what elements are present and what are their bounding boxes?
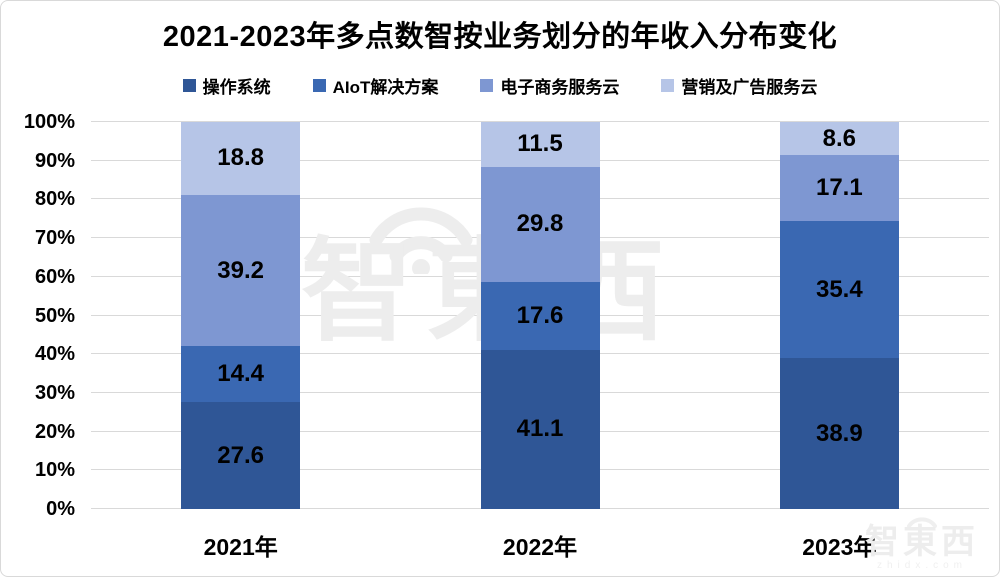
x-tick-label-2022年: 2022年 <box>502 534 578 560</box>
bar-segment-2022年-操作系统: 41.1 <box>480 349 600 509</box>
bar-segment-value: 35.4 <box>815 275 863 303</box>
y-tick-label: 10% <box>34 459 75 482</box>
y-tick-label: 30% <box>34 381 75 404</box>
legend: 操作系统 AIoT解决方案 电子商务服务云 营销及广告服务云 <box>1 73 999 98</box>
bar-2022年: 41.1 17.6 29.8 11.5 <box>480 122 600 509</box>
bar-segment-value: 29.8 <box>516 210 564 238</box>
bar-segment-2021年-营销及广告服务云: 18.8 <box>181 122 301 195</box>
y-axis-labels: 0% 10% 20% 30% 40% 50% 60% 70% 80% 90% 100% <box>1 111 75 520</box>
bar-segment-value: 11.5 <box>517 130 563 158</box>
wifi-arc-small-icon <box>907 517 937 528</box>
y-tick-label: 90% <box>34 149 75 172</box>
chart-title: 2021-2023年多点数智按业务划分的年收入分布变化 <box>162 21 838 53</box>
y-tick-label: 70% <box>34 227 75 250</box>
bar-segment-value: 41.1 <box>516 415 564 443</box>
wifi-arc-icon <box>369 207 473 274</box>
x-axis-labels: 2021年 2022年 2023年 <box>91 528 989 560</box>
bar-segment-2023年-营销及广告服务云: 8.6 <box>779 122 899 156</box>
legend-item-操作系统: 操作系统 <box>182 73 271 98</box>
legend-item-营销及广告服务云: 营销及广告服务云 <box>661 73 817 98</box>
bar-segment-2022年-营销及广告服务云: 11.5 <box>480 122 600 167</box>
y-tick-label: 20% <box>34 420 75 443</box>
bar-segment-value: 8.6 <box>822 124 857 152</box>
bar-segment-2022年-AIoT解决方案: 17.6 <box>480 281 600 350</box>
bar-segment-2021年-操作系统: 27.6 <box>181 402 301 509</box>
x-tick-label-2021年: 2021年 <box>203 534 278 560</box>
bar-segment-2023年-电子商务服务云: 17.1 <box>779 155 899 222</box>
legend-item-AIoT解决方案: AIoT解决方案 <box>312 73 439 98</box>
bar-segment-value: 18.8 <box>217 144 265 172</box>
y-tick-label: 40% <box>34 343 75 366</box>
legend-swatch-icon <box>480 79 494 92</box>
legend-swatch-icon <box>661 79 675 92</box>
y-tick-label: 80% <box>34 188 75 211</box>
y-tick-label: 50% <box>34 304 75 327</box>
bar-segment-value: 17.1 <box>815 174 863 202</box>
bar-2023年: 38.9 35.4 17.1 8.6 <box>779 122 899 509</box>
bar-segment-value: 17.6 <box>516 301 564 329</box>
y-tick-label: 60% <box>34 265 75 288</box>
legend-label: 营销及广告服务云 <box>681 78 818 97</box>
plot-area: 智東西 27.614.439.218.841.117.629.811.538.9… <box>91 121 989 509</box>
gridline-100% <box>91 121 989 122</box>
y-tick-label: 100% <box>23 111 75 133</box>
bar-segment-2023年-操作系统: 38.9 <box>779 358 899 509</box>
legend-item-电子商务服务云: 电子商务服务云 <box>480 73 619 98</box>
legend-label: 电子商务服务云 <box>500 78 620 97</box>
legend-swatch-icon <box>182 79 196 92</box>
bar-segment-value: 14.4 <box>217 360 265 388</box>
bar-segment-2022年-电子商务服务云: 29.8 <box>480 166 600 282</box>
bar-segment-value: 39.2 <box>217 256 265 284</box>
y-tick-label: 0% <box>46 498 75 520</box>
legend-label: AIoT解决方案 <box>332 78 439 97</box>
bar-segment-2023年-AIoT解决方案: 35.4 <box>779 221 899 359</box>
bar-2021年: 27.6 14.4 39.2 18.8 <box>181 122 301 509</box>
x-tick-label-2023年: 2023年 <box>802 534 877 560</box>
bar-segment-value: 38.9 <box>815 419 863 447</box>
legend-label: 操作系统 <box>202 78 271 97</box>
legend-swatch-icon <box>312 79 326 92</box>
bar-segment-2021年-AIoT解决方案: 14.4 <box>181 346 301 403</box>
bar-segment-value: 27.6 <box>217 441 265 469</box>
bar-segment-2021年-电子商务服务云: 39.2 <box>181 194 301 347</box>
